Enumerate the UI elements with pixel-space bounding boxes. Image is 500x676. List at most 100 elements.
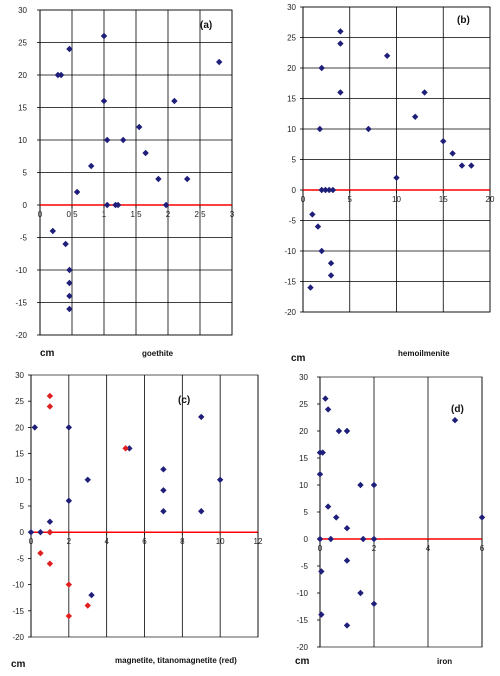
y-tick-label: 15 <box>299 454 308 463</box>
data-point <box>160 487 167 494</box>
data-point <box>327 260 335 267</box>
data-point <box>343 427 351 435</box>
x-tick-label: 0 <box>318 544 323 553</box>
data-point <box>333 514 340 521</box>
data-point <box>31 424 38 431</box>
data-point <box>383 52 391 59</box>
x-tick-label: 6 <box>480 544 485 553</box>
data-point <box>357 481 364 489</box>
x-tick-label: 20 <box>486 195 495 204</box>
y-tick-label: 30 <box>299 373 308 382</box>
data-point <box>46 392 54 400</box>
data-point <box>343 622 351 629</box>
y-tick-label: 5 <box>292 156 297 165</box>
data-point <box>100 97 108 105</box>
data-point <box>322 186 329 194</box>
data-point <box>46 518 54 525</box>
data-point <box>162 201 170 209</box>
panel-tag: (c) <box>178 395 190 406</box>
x-tick-label: 8 <box>180 537 185 546</box>
data-point <box>343 557 351 564</box>
data-point <box>66 266 73 274</box>
data-point <box>73 188 81 196</box>
data-point <box>318 64 325 72</box>
data-point <box>316 535 324 543</box>
y-tick-label: 15 <box>18 104 27 113</box>
data-point <box>37 549 44 557</box>
panel-b: -20 -15 -10 -5 0 5 10 15 20 25 30 0 5 10 15 20 (b) cm hemo… <box>284 3 495 364</box>
data-point <box>365 125 372 133</box>
data-point <box>449 150 456 157</box>
data-point <box>357 589 364 597</box>
x-tick-label: 6 <box>142 537 147 546</box>
data-point <box>37 529 44 536</box>
data-point <box>318 247 325 255</box>
y-tick-label: 10 <box>15 476 24 485</box>
x-axis-label: magnetite, titanomagnetite (red) <box>115 656 237 665</box>
data-point <box>88 591 95 599</box>
data-point <box>337 89 344 96</box>
x-tick-label: 3 <box>230 210 235 219</box>
y-tick-label: -15 <box>284 278 296 287</box>
data-point <box>309 211 316 218</box>
y-tick-label: -5 <box>301 562 309 571</box>
x-tick-label: 0 <box>301 195 306 204</box>
data-point <box>104 136 111 144</box>
y-tick-label: 20 <box>15 423 24 432</box>
y-tick-label: 25 <box>18 39 27 48</box>
data-point <box>66 279 73 287</box>
plot-frame <box>319 376 483 648</box>
y-tick-label: 15 <box>287 95 296 104</box>
x-tick-label: 4 <box>426 544 431 553</box>
data-point <box>84 476 91 483</box>
y-tick-label: 30 <box>15 371 24 380</box>
data-point <box>184 175 191 183</box>
y-tick-label: -20 <box>12 633 24 642</box>
y-tick-label: 5 <box>23 169 28 178</box>
data-point <box>65 581 73 588</box>
data-point <box>160 508 167 515</box>
data-point <box>84 602 91 609</box>
data-point <box>171 97 178 105</box>
panel-a: -20 -15 -10 -5 0 5 10 15 20 25 30 0 0.5 1 1.5 2 2.5 3 (a) c… <box>15 6 234 359</box>
data-point <box>155 175 162 183</box>
data-point <box>136 123 143 131</box>
panel-tag: (a) <box>200 20 212 31</box>
x-tick-label: 1 <box>102 210 107 219</box>
data-point <box>318 568 325 575</box>
data-point <box>46 560 54 567</box>
y-tick-label: 0 <box>20 528 25 537</box>
y-tick-label: -20 <box>284 308 296 317</box>
data-point <box>27 529 35 536</box>
data-point <box>327 535 334 543</box>
data-point <box>126 445 133 452</box>
y-tick-label: -10 <box>15 266 27 275</box>
y-tick-label: -10 <box>284 247 296 256</box>
data-point <box>335 427 343 435</box>
y-tick-label: -5 <box>20 234 28 243</box>
data-point <box>343 525 351 532</box>
panel-c: -20 -15 -10 -5 0 5 10 15 20 25 30 0 2 4 6 8 10 12 (c) cm mag… <box>11 371 263 670</box>
data-point <box>120 136 127 144</box>
unit-label: cm <box>295 656 310 667</box>
data-point <box>412 113 419 120</box>
data-point <box>57 71 65 79</box>
x-tick-label: 0.5 <box>66 210 78 219</box>
data-point <box>393 174 400 181</box>
y-tick-label: 10 <box>18 136 27 145</box>
x-tick-label: 0 <box>38 210 43 219</box>
y-tick-label: 15 <box>15 450 24 459</box>
unit-label: cm <box>11 659 26 670</box>
data-point <box>314 223 322 230</box>
data-point <box>468 162 475 169</box>
y-tick-label: 20 <box>299 427 308 436</box>
data-point <box>316 471 324 478</box>
data-point <box>66 292 73 300</box>
x-axis-label: iron <box>437 657 452 666</box>
data-point <box>216 58 223 66</box>
data-point <box>440 138 447 145</box>
y-tick-label: -5 <box>17 554 25 563</box>
data-point <box>114 201 122 209</box>
x-tick-label: 10 <box>216 537 225 546</box>
data-point <box>478 514 486 521</box>
